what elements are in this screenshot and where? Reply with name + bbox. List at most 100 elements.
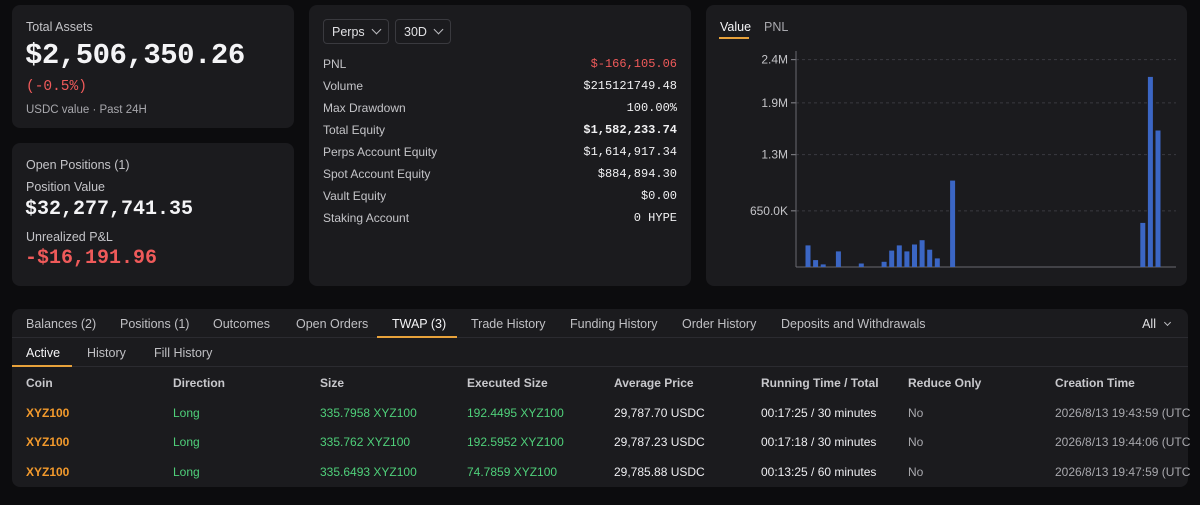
cell-creation-time: 2026/8/13 19:44:06 (UTC [1055,435,1191,449]
tab-bar: Balances (2) Positions (1) Outcomes Open… [12,309,1188,338]
chart-bar[interactable] [805,245,811,267]
tab-balances[interactable]: Balances (2) [26,317,97,331]
chart-bar[interactable] [820,264,826,267]
cell-running-time: 00:13:25 / 60 minutes [761,465,877,479]
cell-direction: Long [173,465,200,479]
cell-size: 335.762 XYZ100 [320,435,411,449]
cell-creation-time: 2026/8/13 19:47:59 (UTC [1055,465,1191,479]
tab-deposits-withdrawals[interactable]: Deposits and Withdrawals [781,317,926,331]
chart-tab-pnl[interactable]: PNL [764,20,789,34]
chart-card: Value PNL 2.4M 1.9M 1.3M 650.0K [706,5,1187,286]
chart-bar[interactable] [912,244,917,268]
chart-bar[interactable] [1140,222,1146,267]
chart-tab-underline [719,37,749,39]
stat-value: $1,614,917.34 [583,145,677,159]
col-header-creation-time: Creation Time [1055,376,1135,390]
chevron-down-icon [1163,318,1172,327]
filter-select[interactable]: All [1142,317,1172,331]
cell-size: 335.7958 XYZ100 [320,406,417,420]
unrealized-pnl-label: Unrealized P&L [26,230,113,244]
stat-row-max-drawdown: Max Drawdown 100.00% [323,99,677,117]
stat-label: PNL [323,57,347,71]
cell-direction: Long [173,435,200,449]
subtab-bar: Active History Fill History [12,338,1188,367]
tab-open-orders[interactable]: Open Orders [296,317,369,331]
cell-reduce-only: No [908,435,924,449]
account-stats-card: Perps 30D PNL $-166,105.06 Volume $21512… [309,5,691,286]
tab-trade-history[interactable]: Trade History [471,317,546,331]
stat-label: Vault Equity [323,189,387,203]
chart-bar[interactable] [950,180,956,267]
stat-value: $884,894.30 [597,167,677,181]
cell-executed-size: 74.7859 XYZ100 [467,465,558,479]
col-header-direction: Direction [173,376,226,390]
cell-average-price: 29,787.23 USDC [614,435,705,449]
col-header-running-time: Running Time / Total [761,376,879,390]
orders-panel: Balances (2) Positions (1) Outcomes Open… [12,309,1191,487]
cell-creation-time: 2026/8/13 19:43:59 (UTC [1055,406,1191,420]
stat-value: $0.00 [640,189,677,203]
cell-running-time: 00:17:18 / 30 minutes [761,435,877,449]
chart-bar[interactable] [1155,130,1161,268]
stat-label: Spot Account Equity [323,167,431,181]
stat-label: Perps Account Equity [323,145,438,159]
col-header-average-price: Average Price [614,376,694,390]
chart-bar[interactable] [927,249,933,267]
y-tick-label: 650.0K [750,204,788,218]
subtab-history[interactable]: History [87,346,126,360]
market-select-value: Perps [332,24,365,39]
chevron-down-icon [433,24,444,35]
subtab-active-underline [12,365,72,367]
y-tick-label: 1.9M [761,96,788,110]
position-value: $32,277,741.35 [25,198,194,221]
period-select[interactable]: 30D [395,19,451,44]
y-tick-label: 2.4M [761,53,788,67]
cell-coin[interactable]: XYZ100 [26,465,70,479]
stat-label: Max Drawdown [323,101,406,115]
chart-tab-value[interactable]: Value [720,20,752,34]
total-assets-card: Total Assets $2,506,350.26 (-0.5%) USDC … [12,5,294,128]
cell-coin[interactable]: XYZ100 [26,435,70,449]
chart-bar[interactable] [889,250,895,267]
chart-bar[interactable] [896,245,902,267]
stat-label: Volume [323,79,364,93]
stat-value: $1,582,233.74 [583,123,677,137]
col-header-executed-size: Executed Size [467,376,548,390]
cell-coin[interactable]: XYZ100 [26,406,70,420]
stat-label: Total Equity [323,123,386,137]
tab-outcomes[interactable]: Outcomes [213,317,270,331]
total-assets-subtitle: USDC value · Past 24H [26,104,147,116]
tab-funding-history[interactable]: Funding History [570,317,658,331]
cell-average-price: 29,785.88 USDC [614,465,705,479]
tab-positions[interactable]: Positions (1) [120,317,190,331]
col-header-reduce-only: Reduce Only [908,376,982,390]
market-select[interactable]: Perps [323,19,389,44]
subtab-fill-history[interactable]: Fill History [154,346,213,360]
tab-twap[interactable]: TWAP (3) [392,317,447,331]
chart-bar[interactable] [813,260,819,267]
filter-select-value: All [1142,317,1156,331]
chart-bar[interactable] [858,263,864,268]
open-positions-card: Open Positions (1) Position Value $32,27… [12,143,294,286]
subtab-active[interactable]: Active [26,346,61,360]
cell-running-time: 00:17:25 / 30 minutes [761,406,877,420]
stat-row-perps-equity: Perps Account Equity $1,614,917.34 [323,143,677,161]
chart-bar[interactable] [919,240,925,267]
stat-label: Staking Account [323,211,410,225]
chart-bar[interactable] [881,261,887,267]
stat-value: 100.00% [626,101,677,115]
total-assets-change: (-0.5%) [26,79,87,95]
total-assets-label: Total Assets [26,20,93,34]
chart-bar[interactable] [835,251,841,267]
stat-row-vault-equity: Vault Equity $0.00 [323,187,677,205]
value-bar-chart: 2.4M 1.9M 1.3M 650.0K [750,51,1176,268]
unrealized-pnl-value: -$16,191.96 [25,247,158,270]
tab-order-history[interactable]: Order History [682,317,757,331]
stat-row-staking: Staking Account 0 HYPE [323,209,677,227]
chart-bar[interactable] [904,251,910,267]
chart-bar[interactable] [1147,76,1153,268]
cell-executed-size: 192.5952 XYZ100 [467,435,564,449]
chart-bar[interactable] [934,258,940,267]
col-header-size: Size [320,376,345,390]
open-positions-title: Open Positions (1) [26,158,130,172]
